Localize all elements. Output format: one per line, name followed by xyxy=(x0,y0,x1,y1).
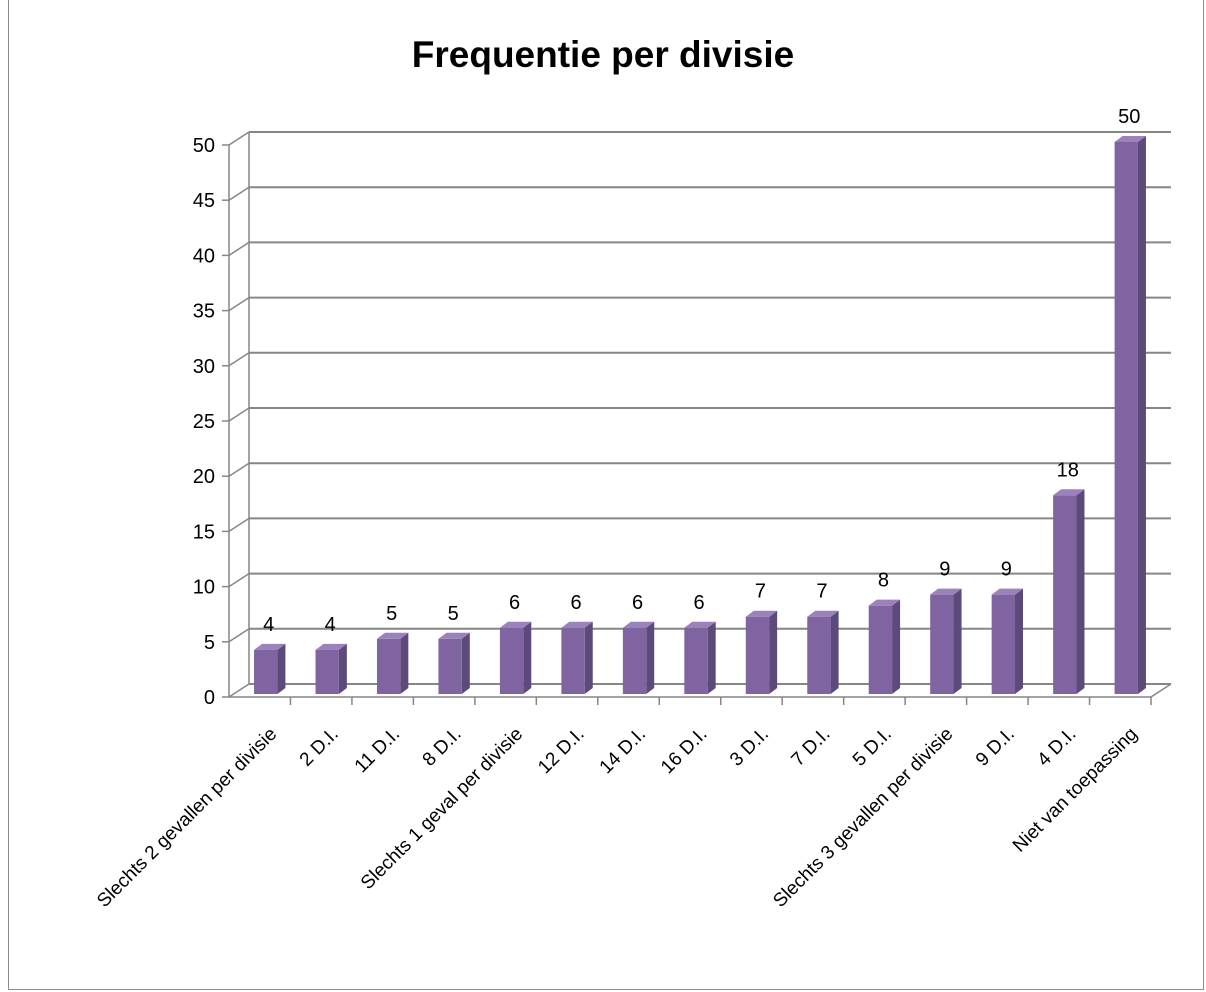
x-tick-label: Slechts 2 gevallen per divisie xyxy=(93,724,281,912)
chart-title: Frequentie per divisie xyxy=(411,34,795,75)
data-label: 6 xyxy=(632,592,643,614)
bar-top xyxy=(930,588,962,595)
chart-frame xyxy=(8,0,1204,990)
bar xyxy=(1053,495,1077,694)
gridline-depth xyxy=(228,462,250,477)
bar-top xyxy=(438,632,470,639)
x-tick-label: Niet van toepassing xyxy=(1009,724,1142,857)
bar-side xyxy=(277,643,286,694)
bar-side xyxy=(830,610,839,694)
bar-side xyxy=(523,621,532,694)
x-tick-label: 4 D.I. xyxy=(1033,724,1080,771)
y-tick-label: 20 xyxy=(193,466,215,488)
gridline-depth xyxy=(228,241,250,257)
bar xyxy=(807,616,831,694)
x-tick-label: 2 D.I. xyxy=(296,724,343,771)
y-tick-label: 15 xyxy=(193,521,215,543)
bar xyxy=(930,594,954,694)
data-label: 5 xyxy=(448,603,459,625)
bar xyxy=(622,627,647,694)
bar xyxy=(561,627,585,694)
data-label: 8 xyxy=(878,570,889,592)
bar-top xyxy=(684,621,716,628)
x-tick-label: 7 D.I. xyxy=(788,724,835,771)
bar-top xyxy=(622,621,655,628)
bar-side xyxy=(584,621,593,694)
bar xyxy=(376,638,401,694)
bar-top xyxy=(807,610,839,617)
x-tick-label: 16 D.I. xyxy=(657,724,711,778)
bar-side xyxy=(892,599,901,694)
bar-side xyxy=(646,621,655,694)
bar-side xyxy=(1137,136,1146,694)
bar xyxy=(1114,142,1138,694)
data-label: 50 xyxy=(1118,106,1140,128)
data-label: 7 xyxy=(755,581,766,603)
data-label: 6 xyxy=(509,592,520,614)
bar-side xyxy=(338,643,347,694)
bar xyxy=(499,627,524,694)
bar-top xyxy=(376,632,409,639)
bar-top xyxy=(315,643,347,650)
y-tick-label: 35 xyxy=(193,301,215,323)
bar xyxy=(868,605,893,694)
y-tick-label: 45 xyxy=(193,190,215,212)
y-tick-label: 10 xyxy=(193,577,215,599)
gridline-depth xyxy=(228,186,250,201)
data-label: 9 xyxy=(1001,559,1012,581)
gridline-depth xyxy=(228,407,250,422)
y-tick-label: 50 xyxy=(193,135,215,157)
gridline-depth xyxy=(228,296,250,312)
x-tick-label: 12 D.I. xyxy=(534,724,588,778)
bar xyxy=(254,649,278,694)
x-tick-label: 8 D.I. xyxy=(419,724,466,771)
y-tick-label: 5 xyxy=(204,632,215,654)
bar-side xyxy=(400,632,409,694)
gridline-depth xyxy=(228,628,250,643)
bar-top xyxy=(1053,489,1085,496)
bar-side xyxy=(1076,489,1085,694)
y-tick-label: 30 xyxy=(193,356,215,378)
data-label: 6 xyxy=(693,592,704,614)
bar-top xyxy=(499,621,532,628)
data-label: 7 xyxy=(816,581,827,603)
data-label: 18 xyxy=(1057,459,1079,481)
data-label: 5 xyxy=(386,603,397,625)
gridline-depth xyxy=(228,352,250,367)
bar xyxy=(745,616,770,694)
gridline-depth xyxy=(228,683,250,698)
bar-side xyxy=(1015,588,1024,694)
floor-edge xyxy=(1150,683,1172,698)
gridline-depth xyxy=(228,517,250,533)
gridline-depth xyxy=(228,131,250,146)
y-tick-label: 40 xyxy=(193,245,215,267)
x-tick-label: 9 D.I. xyxy=(972,724,1019,771)
bar-top xyxy=(991,588,1024,595)
data-label: 6 xyxy=(571,592,582,614)
bar xyxy=(991,594,1016,694)
data-label: 9 xyxy=(939,559,950,581)
bar-top xyxy=(561,621,593,628)
bar-side xyxy=(461,632,470,694)
y-tick-label: 25 xyxy=(193,411,215,433)
bar-top xyxy=(745,610,778,617)
bar-side xyxy=(769,610,778,694)
data-label: 4 xyxy=(263,614,274,636)
bar-top xyxy=(1114,136,1146,142)
x-tick-label: 5 D.I. xyxy=(849,724,896,771)
bar-top xyxy=(254,643,286,650)
x-tick-label: 11 D.I. xyxy=(351,724,404,777)
bar xyxy=(684,627,708,694)
x-tick-label: 14 D.I. xyxy=(596,724,650,778)
bar-top xyxy=(868,599,901,606)
y-tick-label: 0 xyxy=(204,687,215,709)
bar-side xyxy=(707,621,716,694)
bar-side xyxy=(953,588,962,694)
bar xyxy=(438,638,462,694)
bar xyxy=(315,649,339,694)
x-tick-label: 3 D.I. xyxy=(726,724,773,771)
gridline-depth xyxy=(228,572,250,588)
data-label: 4 xyxy=(325,614,336,636)
